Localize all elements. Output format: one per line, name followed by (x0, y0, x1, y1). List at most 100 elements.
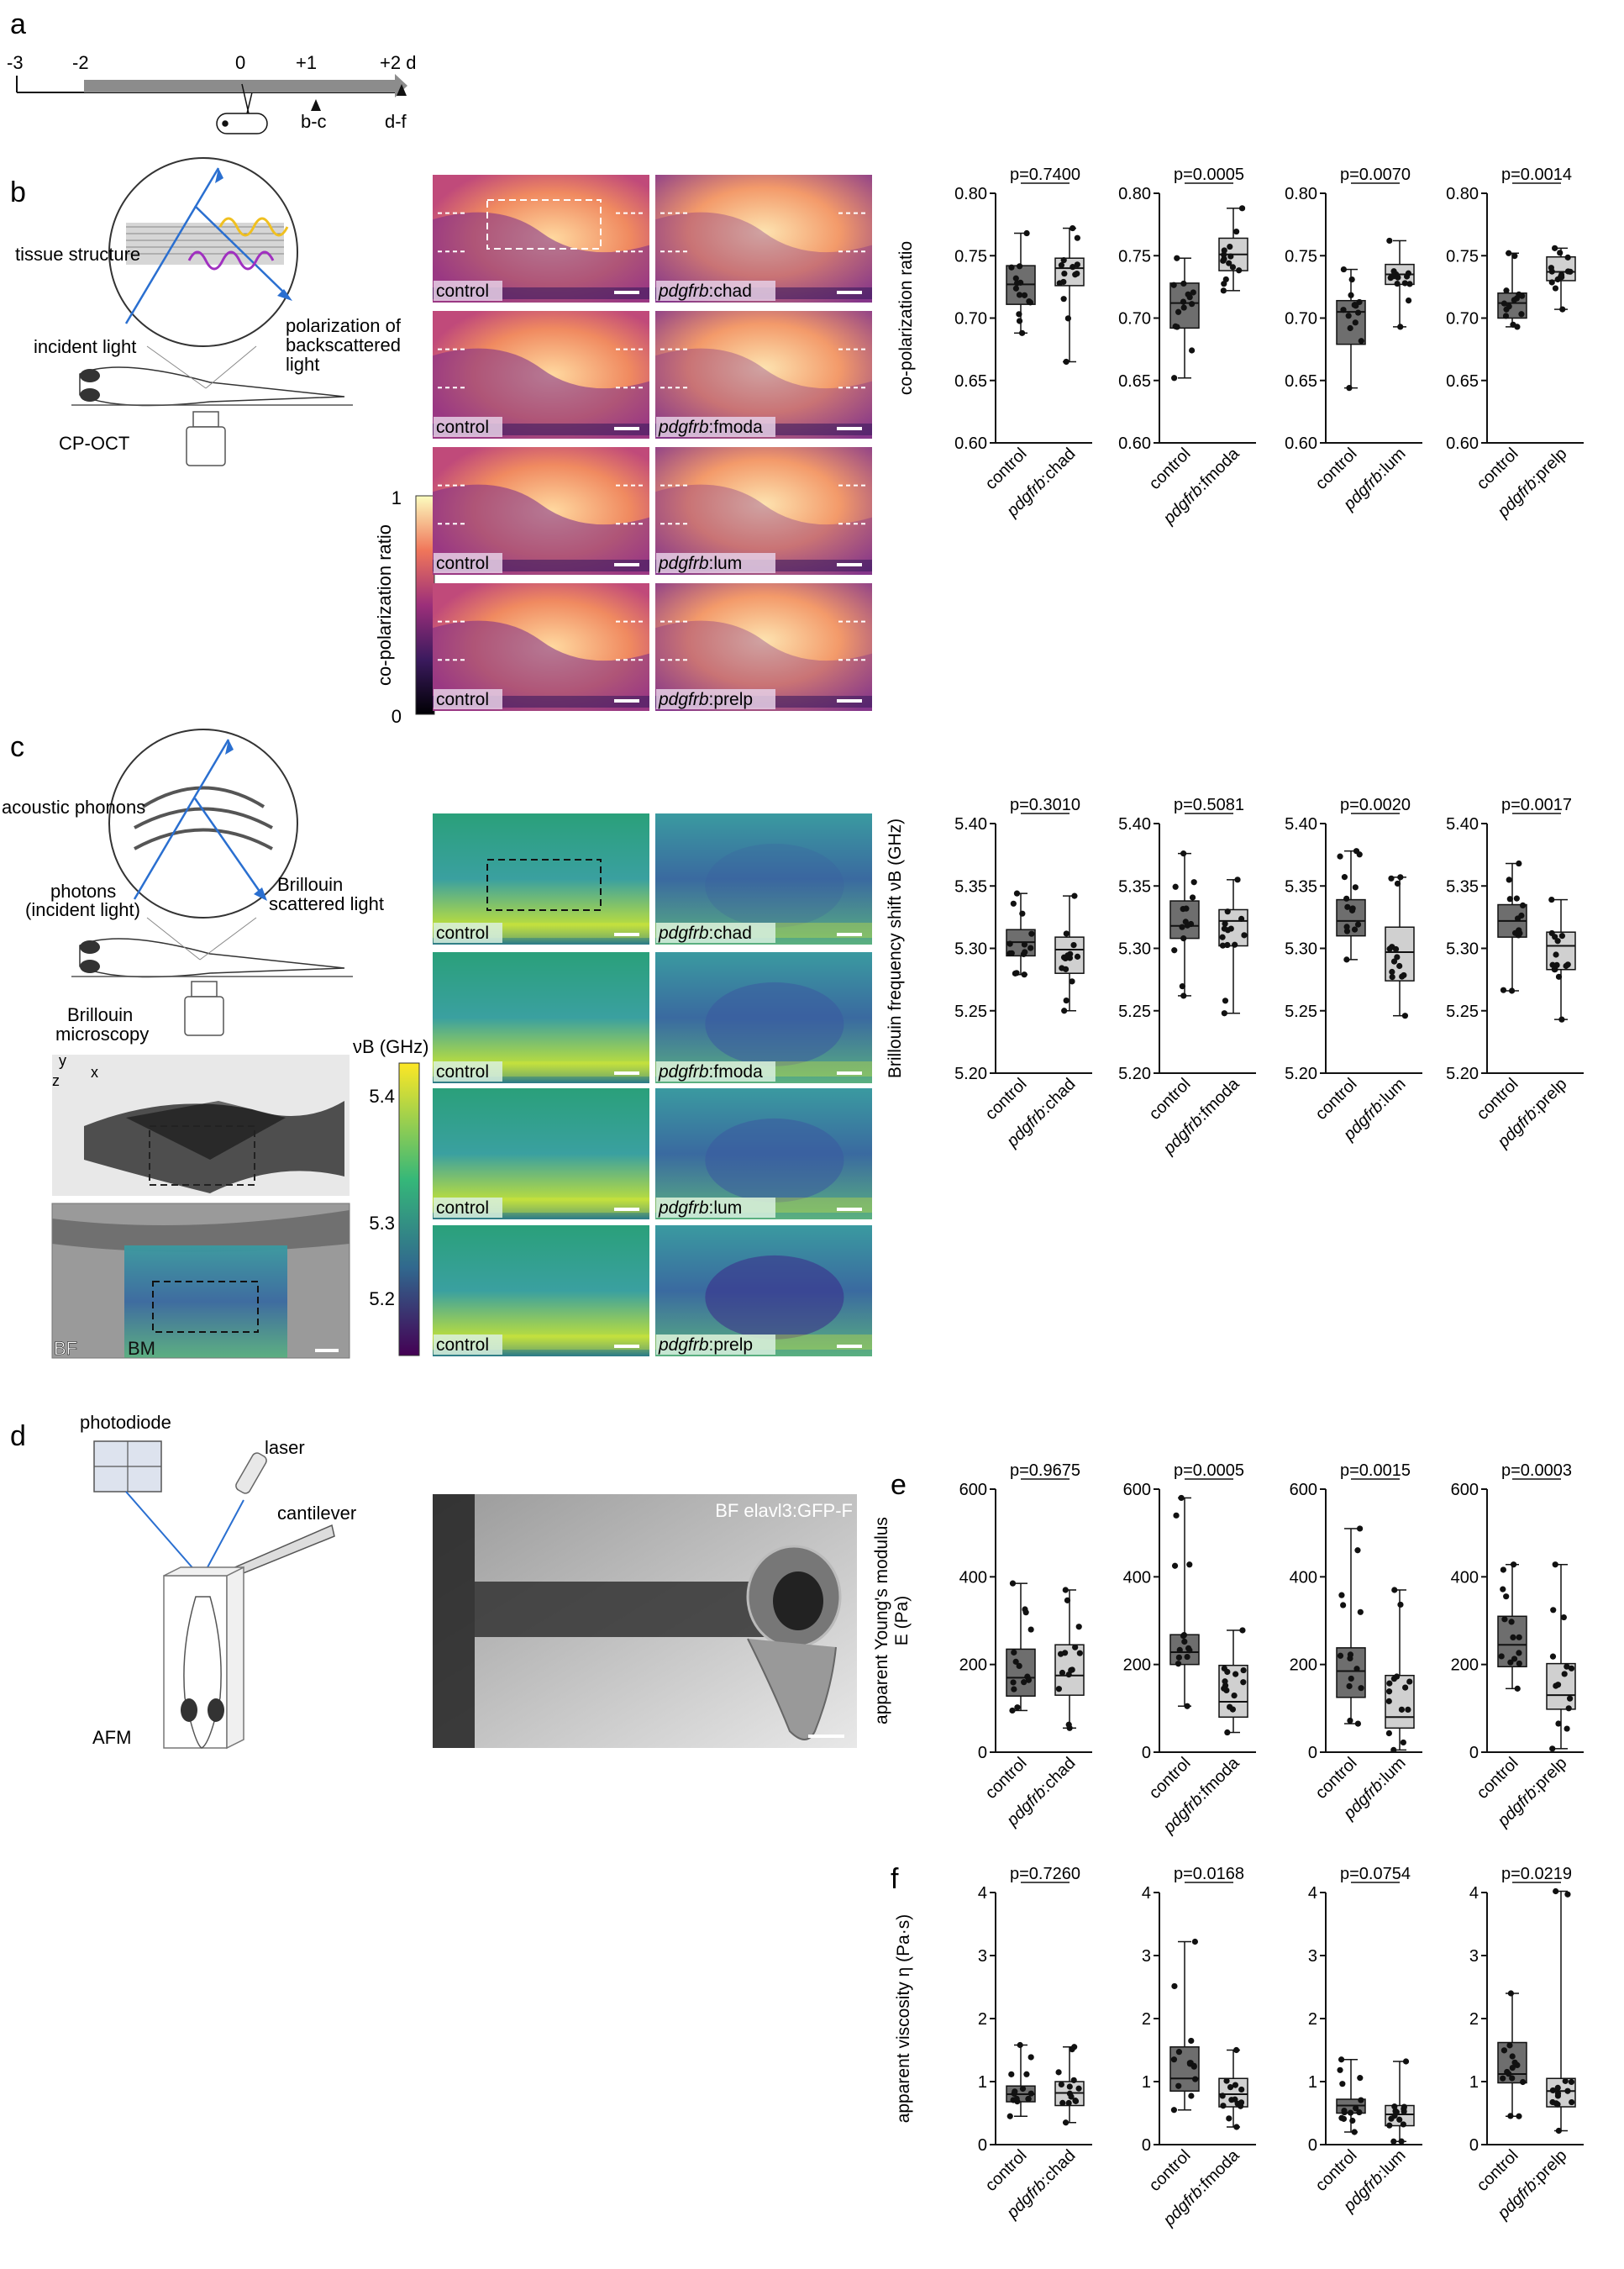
oct-colorbar: 1 0 co-polarization ratio (374, 487, 435, 727)
data-point (1357, 1525, 1364, 1532)
data-point (1553, 2100, 1559, 2107)
data-point (1548, 929, 1555, 937)
y-tick-label: 0.60 (1285, 434, 1317, 453)
y-tick-label: 400 (1123, 1568, 1151, 1587)
fish-injection-icon (216, 83, 268, 134)
data-point (1558, 932, 1566, 940)
data-point (1348, 1675, 1354, 1682)
y-tick-label: 2 (1142, 2010, 1151, 2029)
data-point (1348, 907, 1356, 913)
data-point (1398, 1706, 1406, 1713)
data-point (1191, 1938, 1198, 1945)
data-point (1548, 265, 1554, 271)
y-tick-label: 5.25 (1285, 1003, 1317, 1021)
p-value-label: p=0.7400 (1010, 166, 1080, 184)
data-point (1559, 306, 1566, 313)
data-point (1564, 2087, 1571, 2094)
data-point (1021, 971, 1027, 978)
dox-bar (84, 80, 395, 92)
data-point (1549, 2087, 1557, 2094)
brillouin-image-label-control: control (436, 1198, 489, 1218)
p-value-label: p=0.3010 (1010, 796, 1080, 814)
data-point (1171, 1982, 1178, 1990)
data-point (1025, 1677, 1033, 1683)
data-point (1518, 912, 1525, 919)
cantilever-label: cantilever (277, 1503, 356, 1524)
label-bg (656, 1335, 775, 1355)
data-point (1405, 297, 1412, 304)
x-tick-label: control (982, 1754, 1031, 1803)
label-bg (656, 417, 775, 437)
brillouin-colorbar: νB (GHz) 5.4 5.3 5.2 (353, 1036, 428, 1356)
data-point (1180, 280, 1187, 287)
data-point (1074, 234, 1080, 241)
photons-label-1: photons (50, 881, 116, 902)
y-tick-label: 5.20 (954, 1065, 987, 1083)
data-point (1390, 1676, 1398, 1682)
data-point (1337, 853, 1343, 860)
data-point (1027, 945, 1034, 951)
y-tick-label: 0.65 (954, 372, 987, 391)
data-point (1501, 1616, 1508, 1623)
y-tick-label: 1 (978, 2073, 987, 2092)
box (1336, 898, 1366, 937)
marker-triangle-2 (397, 84, 407, 96)
data-point (1402, 1684, 1409, 1691)
acoustic-phonons-label: acoustic phonons (2, 797, 145, 818)
y-tick-label: 400 (1451, 1568, 1479, 1587)
data-point (1222, 920, 1228, 927)
y-tick-label: 5.35 (1285, 877, 1317, 896)
data-point (1222, 1678, 1228, 1685)
data-point (1564, 254, 1571, 261)
data-point (1564, 1891, 1571, 1898)
data-point (1190, 879, 1197, 886)
oct-image: control (433, 583, 649, 711)
data-point (1238, 205, 1246, 212)
box (1385, 926, 1415, 982)
panel-letter-d: d (10, 1420, 26, 1452)
data-point (1405, 270, 1412, 276)
data-point (1241, 932, 1248, 939)
y-tick-label: 0 (978, 1744, 987, 1762)
data-point (1227, 253, 1234, 260)
data-point (1354, 1547, 1361, 1554)
y-tick-label: 0.70 (1285, 310, 1317, 329)
data-point (1172, 323, 1179, 329)
x-tick-label: control (982, 2146, 1031, 2195)
brillouin-image-label-treated: pdgfrb:fmoda (658, 1062, 763, 1082)
brillouin-colorbar-title: νB (GHz) (353, 1036, 428, 1057)
oct-colorbar-max: 1 (392, 487, 402, 508)
data-point (1345, 313, 1352, 319)
data-point (1186, 1647, 1193, 1654)
y-tick-label: 0.70 (954, 310, 987, 329)
data-point (1071, 2044, 1078, 2051)
data-point (1055, 1686, 1062, 1693)
data-point (1507, 1990, 1515, 1997)
brillouin-microscopy-label-2: microscopy (55, 1024, 149, 1045)
data-point (1338, 1592, 1345, 1598)
y-tick-label: 4 (978, 1884, 987, 1903)
data-point (1060, 257, 1067, 264)
data-point (1351, 2129, 1358, 2135)
y-tick-label: 5.25 (954, 1003, 987, 1021)
data-point (1386, 237, 1393, 245)
data-point (1175, 2049, 1183, 2056)
y-tick-label: 4 (1142, 1884, 1151, 1903)
oct-image: control (433, 175, 649, 303)
p-value-label: p=0.0017 (1501, 796, 1572, 814)
y-tick-label: 0.60 (1118, 434, 1151, 453)
y-tick-label: 0.60 (1446, 434, 1479, 453)
data-point (1396, 2116, 1403, 2123)
data-point (1016, 311, 1022, 318)
data-point (1338, 2056, 1345, 2063)
data-point (1019, 910, 1026, 917)
data-point (1021, 292, 1028, 298)
polarization-label-3: light (286, 354, 319, 375)
data-point (1006, 940, 1013, 947)
y-tick-label: 0.75 (1446, 247, 1479, 266)
x-tick-label: control (1474, 1754, 1522, 1803)
y-tick-label: 5.30 (954, 940, 987, 959)
data-point (1221, 925, 1228, 932)
